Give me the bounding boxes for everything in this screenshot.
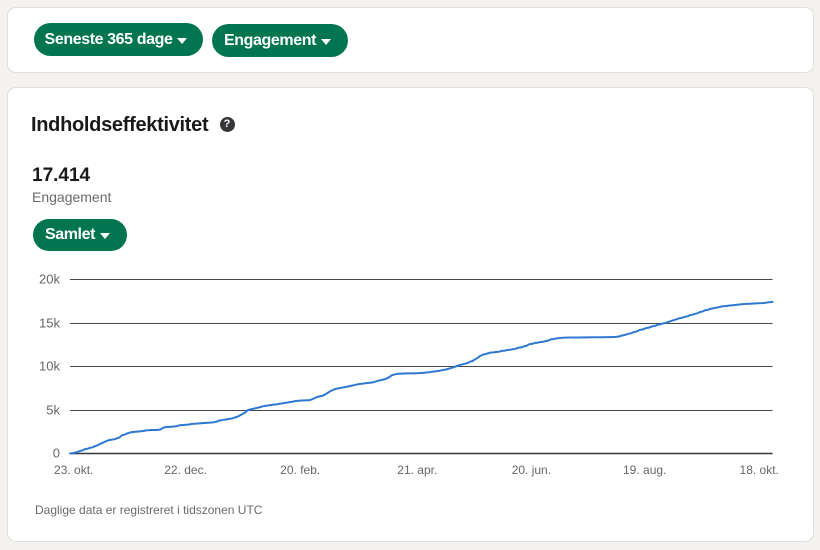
svg-text:20. feb.: 20. feb.	[280, 463, 320, 477]
svg-text:20. jun.: 20. jun.	[512, 463, 551, 477]
svg-text:18. okt.: 18. okt.	[740, 463, 779, 477]
svg-text:5k: 5k	[46, 403, 60, 418]
svg-text:23. okt.: 23. okt.	[54, 463, 93, 477]
svg-text:15k: 15k	[39, 316, 60, 331]
svg-text:10k: 10k	[39, 359, 60, 374]
svg-text:22. dec.: 22. dec.	[164, 463, 207, 477]
svg-text:19. aug.: 19. aug.	[623, 463, 666, 477]
svg-text:0: 0	[53, 446, 60, 461]
svg-text:21. apr.: 21. apr.	[397, 463, 437, 477]
svg-text:20k: 20k	[39, 272, 60, 287]
